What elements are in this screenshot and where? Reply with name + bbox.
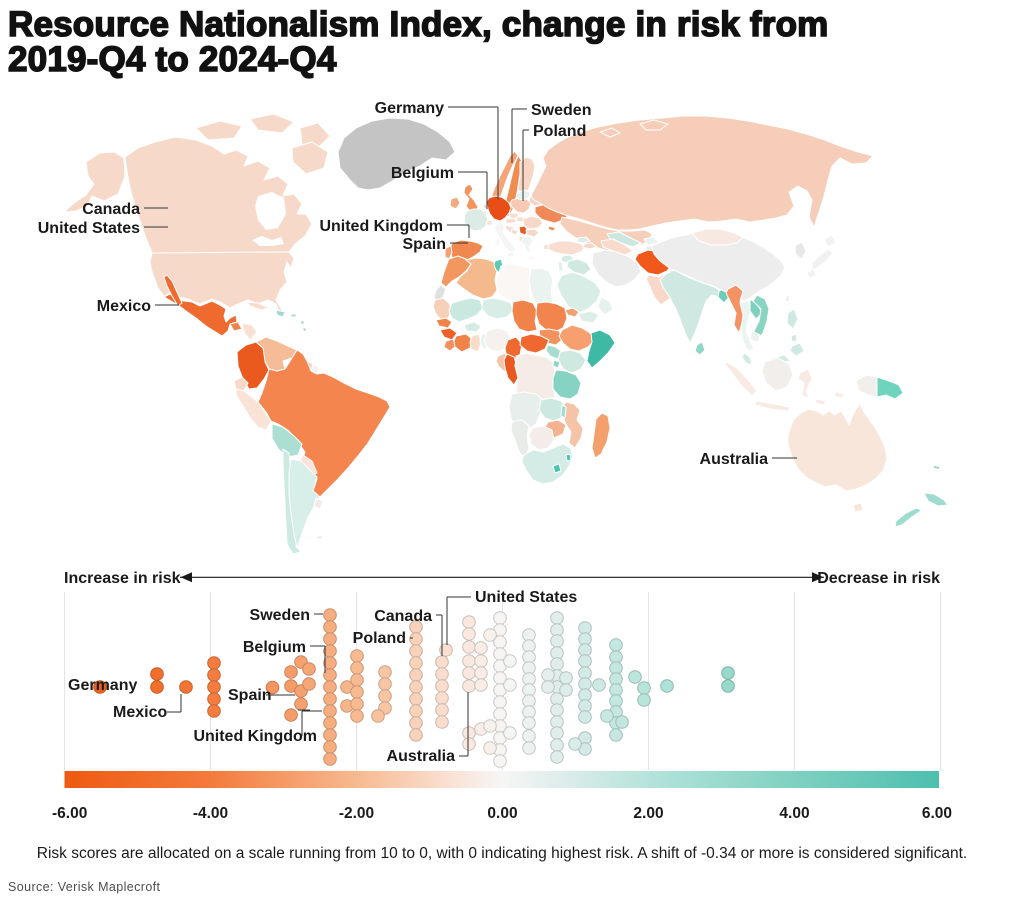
svg-text:United Kingdom: United Kingdom <box>319 218 443 235</box>
svg-text:Mexico: Mexico <box>97 298 151 315</box>
svg-text:-2.00: -2.00 <box>339 805 374 822</box>
svg-text:Spain: Spain <box>402 236 446 253</box>
svg-text:Resource Nationalism Index, ch: Resource Nationalism Index, change in ri… <box>8 5 828 44</box>
svg-text:Increase in risk: Increase in risk <box>64 570 181 587</box>
svg-text:2.00: 2.00 <box>633 805 663 822</box>
svg-text:Australia: Australia <box>387 748 456 765</box>
svg-text:Germany: Germany <box>375 100 444 117</box>
svg-text:Sweden: Sweden <box>250 607 310 624</box>
svg-text:-6.00: -6.00 <box>52 805 87 822</box>
svg-text:Canada: Canada <box>374 608 432 625</box>
svg-text:Poland: Poland <box>533 123 586 140</box>
svg-text:4.00: 4.00 <box>779 805 809 822</box>
svg-text:Belgium: Belgium <box>391 165 454 182</box>
svg-text:Canada: Canada <box>82 201 140 218</box>
svg-text:United States: United States <box>38 220 140 237</box>
svg-text:Decrease in risk: Decrease in risk <box>817 570 940 587</box>
svg-text:Australia: Australia <box>700 451 769 468</box>
svg-text:Source: Verisk Maplecroft: Source: Verisk Maplecroft <box>8 880 161 894</box>
svg-text:Belgium: Belgium <box>243 639 306 656</box>
svg-text:-4.00: -4.00 <box>193 805 228 822</box>
svg-text:Spain: Spain <box>228 687 272 704</box>
svg-text:Sweden: Sweden <box>531 102 591 119</box>
svg-text:Risk scores are allocated on a: Risk scores are allocated on a scale run… <box>37 845 967 862</box>
svg-text:0.00: 0.00 <box>487 805 517 822</box>
svg-text:Mexico: Mexico <box>113 704 167 721</box>
svg-text:Germany: Germany <box>68 677 137 694</box>
svg-text:2019-Q4 to 2024-Q4: 2019-Q4 to 2024-Q4 <box>8 40 337 79</box>
svg-text:United Kingdom: United Kingdom <box>193 728 317 745</box>
svg-text:United States: United States <box>475 589 577 606</box>
svg-text:6.00: 6.00 <box>922 805 952 822</box>
svg-text:Poland: Poland <box>353 630 406 647</box>
